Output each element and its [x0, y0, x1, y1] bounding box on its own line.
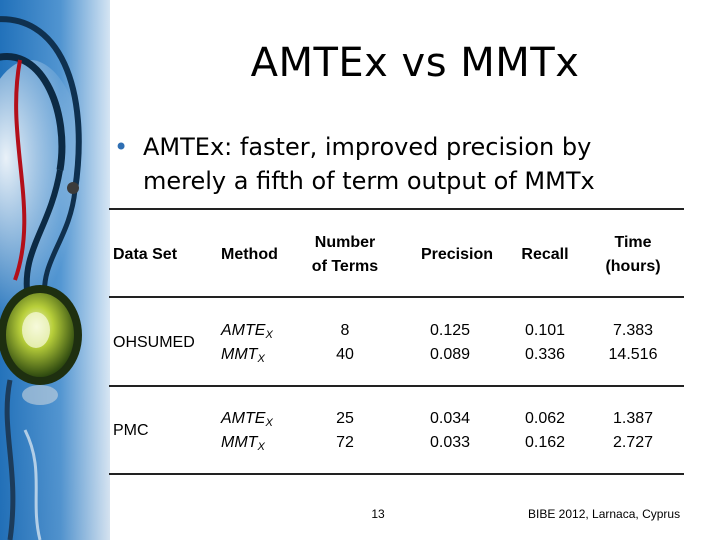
method-name: MMT: [221, 346, 258, 363]
row-method-2: MMTX: [221, 343, 301, 371]
table-header-rule: [109, 296, 684, 298]
row-precision-1: 0.125: [429, 322, 471, 339]
table-top-rule: [109, 208, 684, 210]
header-data-set: Data Set: [113, 246, 178, 263]
method-subscript: X: [265, 329, 273, 341]
method-subscript: X: [257, 353, 265, 365]
bullet-text: AMTEx: faster, improved precision by mer…: [143, 130, 663, 198]
bullet-dot-icon: •: [114, 133, 129, 161]
row-precision-1: 0.034: [429, 410, 471, 427]
row-precision-2: 0.089: [429, 346, 471, 363]
table-bottom-rule: [109, 473, 684, 475]
row-recall-1: 0.101: [524, 322, 566, 339]
row-method-2: MMTX: [221, 431, 301, 459]
row-data-set: OHSUMED: [113, 334, 195, 351]
row-terms-2: 40: [336, 346, 354, 363]
method-name: MMT: [221, 434, 258, 451]
row-recall-2: 0.336: [524, 346, 566, 363]
page-number: 13: [371, 507, 385, 521]
header-time-line2: (hours): [605, 258, 661, 275]
row-terms-1: 25: [336, 410, 354, 427]
header-recall: Recall: [521, 246, 569, 263]
method-subscript: X: [257, 441, 265, 453]
row-recall-2: 0.162: [524, 434, 566, 451]
row-method-1: AMTEX: [221, 319, 301, 347]
footer-conference: BIBE 2012, Larnaca, Cyprus: [528, 507, 681, 521]
bullet-line-1: AMTEx: faster, improved precision by: [143, 133, 592, 161]
bullet-line-2: merely a fifth of term output of MMTx: [143, 167, 595, 195]
header-time-line1: Time: [614, 234, 652, 251]
row-method-1: AMTEX: [221, 407, 301, 435]
stethoscope-background-image: [0, 0, 110, 540]
row-recall-1: 0.062: [524, 410, 566, 427]
header-terms-line1: Number: [314, 234, 376, 251]
slide-title: AMTEx vs MMTx: [250, 40, 580, 86]
header-terms-line2: of Terms: [311, 258, 379, 275]
header-method: Method: [221, 246, 278, 263]
row-terms-1: 8: [340, 322, 350, 339]
method-name: AMTE: [221, 410, 266, 427]
row-terms-2: 72: [336, 434, 354, 451]
header-precision: Precision: [420, 246, 494, 263]
row-data-set: PMC: [113, 422, 149, 439]
row-precision-2: 0.033: [429, 434, 471, 451]
row-time-1: 1.387: [612, 410, 654, 427]
method-subscript: X: [265, 417, 273, 429]
table-row-rule: [109, 385, 684, 387]
method-name: AMTE: [221, 322, 266, 339]
row-time-2: 14.516: [608, 346, 658, 363]
row-time-2: 2.727: [612, 434, 654, 451]
row-time-1: 7.383: [612, 322, 654, 339]
